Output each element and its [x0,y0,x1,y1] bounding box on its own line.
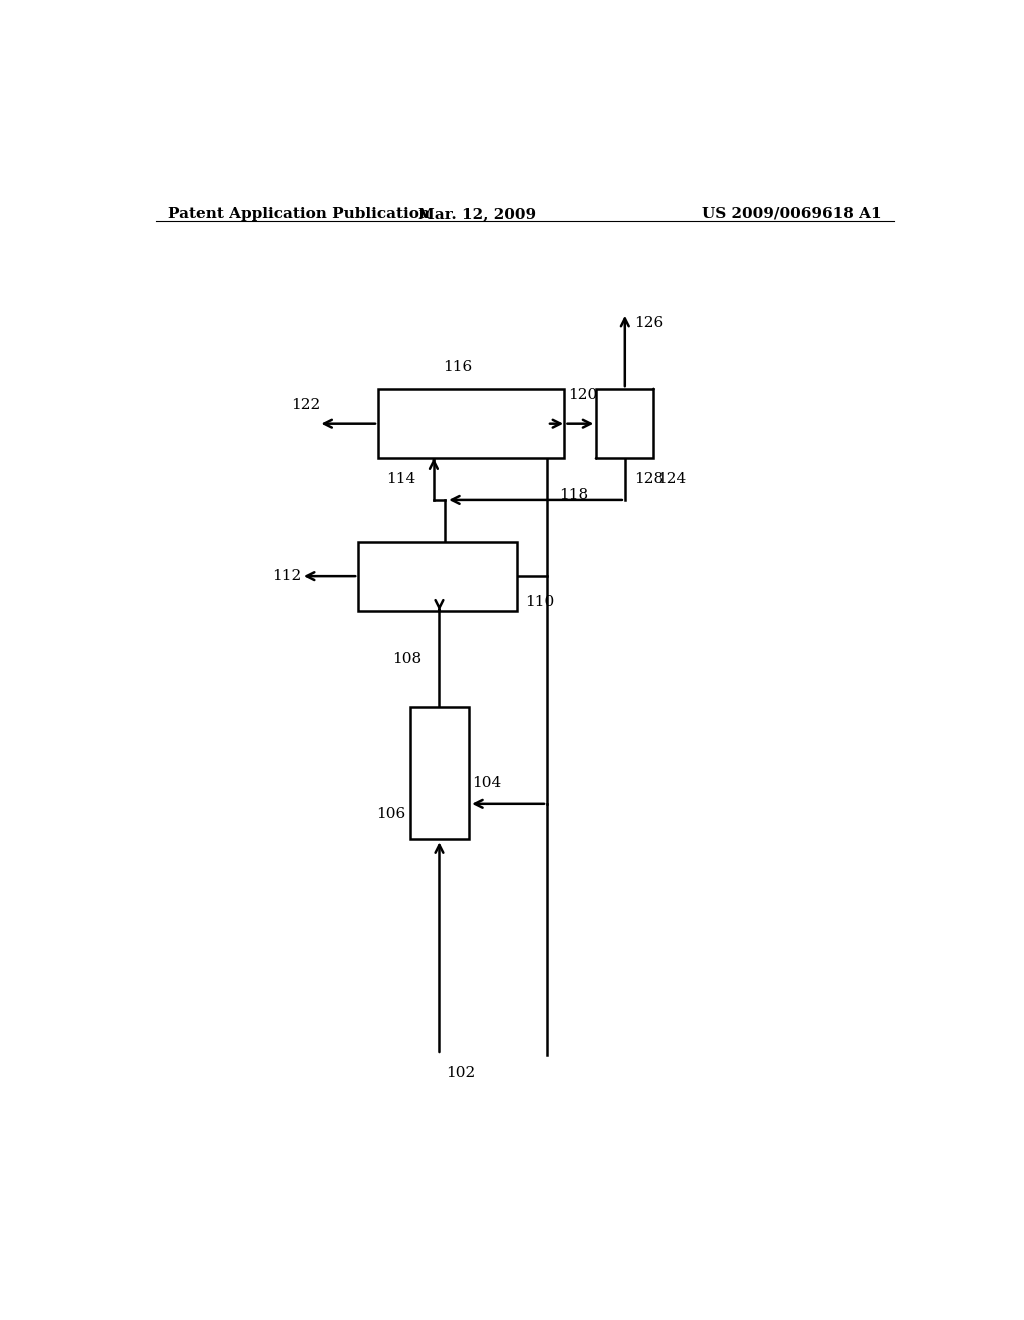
Text: 108: 108 [392,652,421,667]
Text: 114: 114 [386,473,416,486]
Text: 128: 128 [634,473,664,486]
Text: 102: 102 [445,1067,475,1080]
Text: 120: 120 [568,388,598,403]
Text: 124: 124 [657,471,686,486]
Text: 104: 104 [472,776,501,791]
Text: Mar. 12, 2009: Mar. 12, 2009 [418,207,537,220]
Bar [410,708,469,840]
Text: 112: 112 [272,569,302,583]
Text: 106: 106 [377,807,406,821]
Text: 116: 116 [443,360,472,374]
Text: 122: 122 [291,399,319,412]
Text: US 2009/0069618 A1: US 2009/0069618 A1 [702,207,882,220]
Text: 110: 110 [524,594,554,609]
Bar [596,389,653,458]
Bar [378,389,564,458]
Bar [358,541,517,611]
Text: Patent Application Publication: Patent Application Publication [168,207,430,220]
Text: 126: 126 [634,315,664,330]
Text: 118: 118 [559,488,588,502]
